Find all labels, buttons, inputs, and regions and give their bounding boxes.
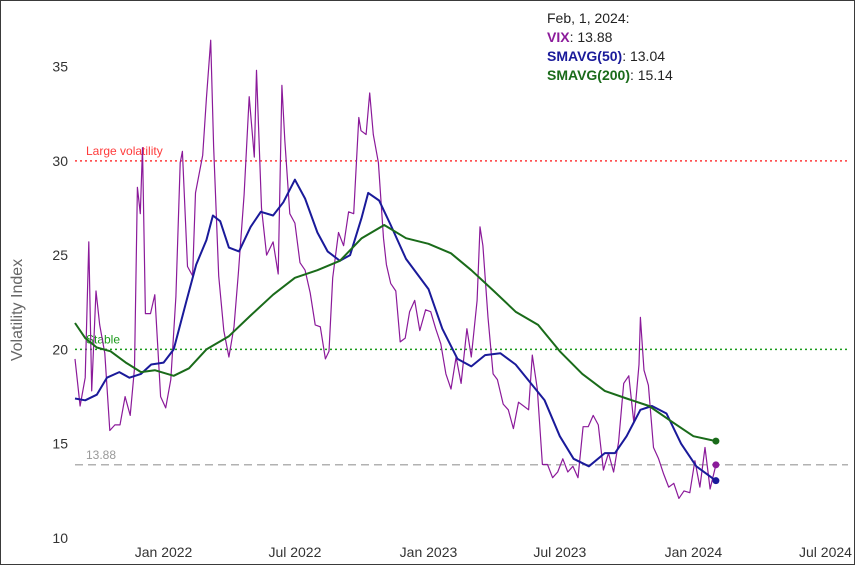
axes: 10 15 20 25 30 35 Jan 2022 Jul 2022 Jan 2023 Jul … [52, 59, 852, 560]
tooltip-name-sma50: SMAVG(50) [547, 48, 623, 64]
x-tick-label: Jan 2023 [400, 544, 458, 560]
x-tick-label: Jan 2022 [135, 544, 193, 560]
reference-line-label: Large volatility [86, 144, 163, 158]
tooltip-value-sma200: : 15.14 [629, 67, 673, 83]
tooltip-row-sma200: SMAVG(200): 15.14 [547, 66, 673, 85]
y-tick-label: 30 [52, 153, 68, 169]
tooltip-value-sma50: : 13.04 [622, 48, 666, 64]
x-tick-label: Jul 2022 [268, 544, 321, 560]
series-group [74, 39, 717, 499]
tooltip-date: Feb, 1, 2024: [547, 10, 630, 26]
tooltip-name-sma200: SMAVG(200) [547, 67, 630, 83]
y-tick-label: 10 [52, 530, 68, 546]
tooltip-name-vix: VIX [547, 29, 570, 45]
tooltip-legend: Feb, 1, 2024: VIX: 13.88 SMAVG(50): 13.0… [547, 9, 673, 85]
x-tick-label: Jan 2024 [665, 544, 723, 560]
tooltip-row-vix: VIX: 13.88 [547, 28, 673, 47]
tooltip-row-sma50: SMAVG(50): 13.04 [547, 47, 673, 66]
y-tick-label: 25 [52, 247, 68, 263]
series-line-smavg-200 [74, 224, 717, 443]
tooltip-value-vix: : 13.88 [569, 29, 613, 45]
x-tick-label: Jul 2024 [799, 544, 852, 560]
end-marker [712, 477, 720, 485]
end-marker [712, 461, 720, 469]
y-tick-label: 15 [52, 436, 68, 452]
y-axis-label: Volatility Index [9, 259, 26, 361]
series-line-smavg-50 [74, 178, 717, 482]
x-tick-label: Jul 2023 [533, 544, 586, 560]
y-tick-label: 20 [52, 341, 68, 357]
y-tick-label: 35 [52, 59, 68, 75]
reference-line-label: 13.88 [86, 448, 116, 462]
end-markers [712, 437, 720, 485]
series-line-vix [74, 39, 717, 499]
end-marker [712, 437, 720, 445]
